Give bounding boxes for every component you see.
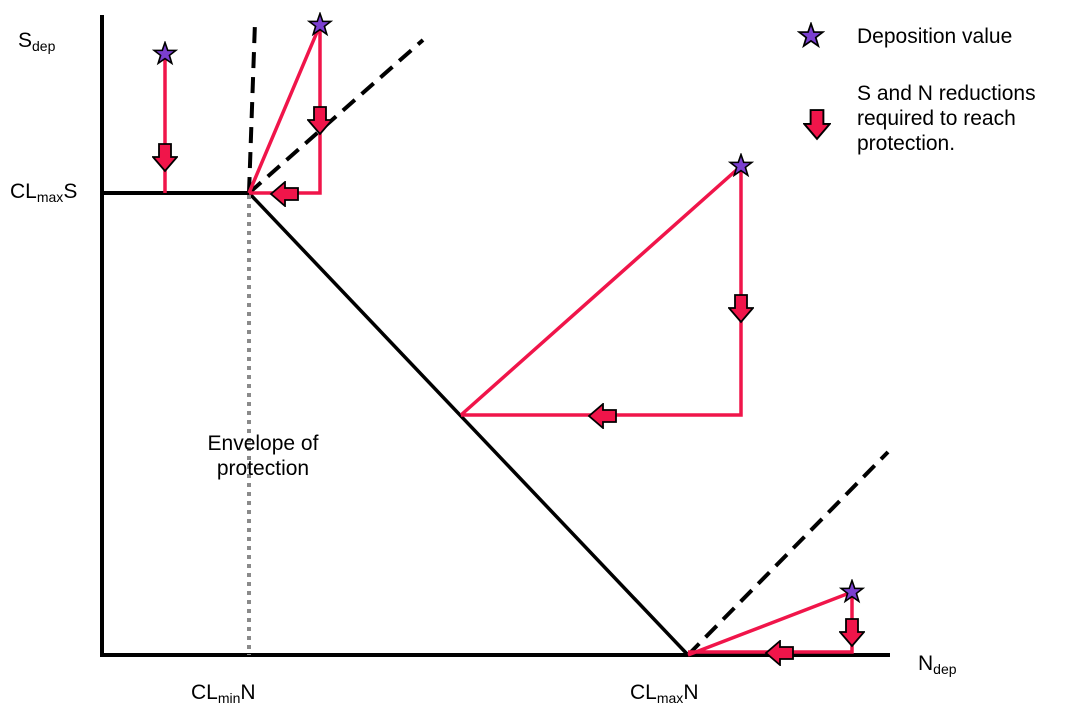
red-arrow-icon xyxy=(728,294,754,323)
cl-min-n-label: CLminN xyxy=(191,681,256,706)
dashed-guide-diagonal-upper xyxy=(247,38,425,195)
red-arrow-icon xyxy=(839,618,865,647)
red-arrow-icon xyxy=(765,640,794,666)
legend-arrow-label: S and N reductions required to reach pro… xyxy=(857,82,1036,155)
reduction-path-3 xyxy=(459,162,743,417)
dashed-guide-diagonal-lower xyxy=(686,450,890,657)
cl-max-n-label: CLmaxN xyxy=(630,681,699,706)
red-arrow-icon xyxy=(803,109,831,140)
reduction-path-4 xyxy=(687,589,854,657)
y-axis-label: Sdep xyxy=(18,29,56,54)
reduction-path-2 xyxy=(247,24,322,195)
red-arrow-icon xyxy=(588,403,617,429)
star-icon xyxy=(798,22,824,47)
cl-boundary-diagonal xyxy=(247,191,690,657)
red-arrow-icon xyxy=(307,106,333,135)
cl-max-s-label: CLmaxS xyxy=(10,180,78,205)
legend-star-label: Deposition value xyxy=(857,25,1013,48)
red-arrow-icon xyxy=(270,181,299,207)
x-axis-label: Ndep xyxy=(918,652,957,677)
dashed-guide-vertical xyxy=(247,21,257,194)
red-arrow-icon xyxy=(152,143,178,172)
envelope-label: Envelope of protection xyxy=(207,432,319,480)
